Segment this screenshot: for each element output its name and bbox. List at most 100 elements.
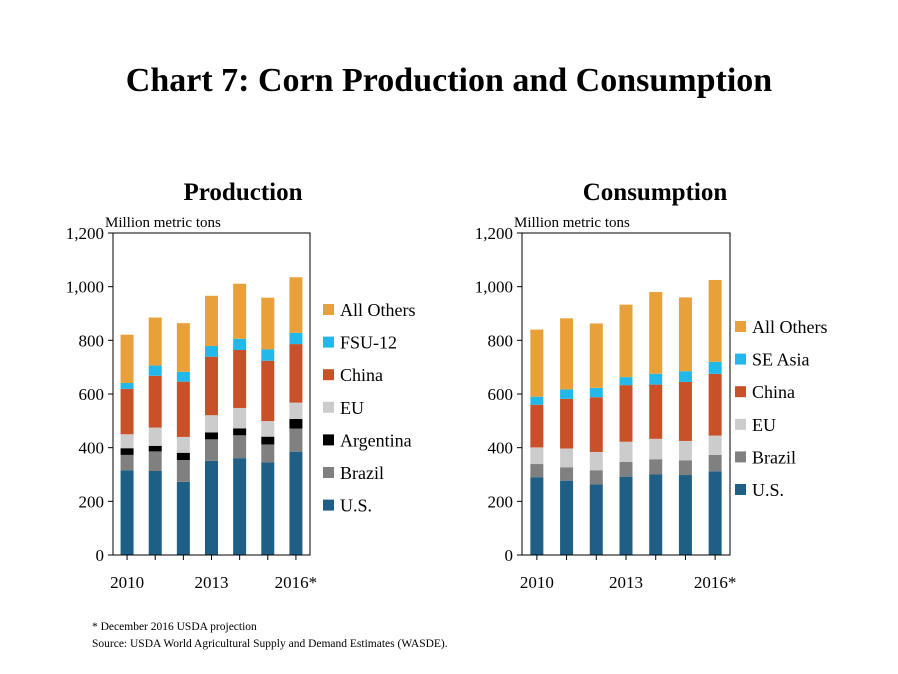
production-bar-segment <box>289 277 303 333</box>
production-legend-label: China <box>340 365 383 385</box>
consumption-bar-segment <box>560 398 574 449</box>
production-legend-label: Argentina <box>340 430 412 450</box>
consumption-bar-segment <box>649 292 663 374</box>
consumption-bar-segment <box>530 404 544 448</box>
consumption-legend-swatch <box>735 451 746 463</box>
production-bar-segment <box>120 334 134 383</box>
consumption-y-tick-label: 0 <box>505 546 514 565</box>
consumption-y-tick-label: 800 <box>488 331 514 350</box>
production-bar-segment <box>148 375 162 428</box>
production-legend-swatch <box>323 369 334 381</box>
production-bar-segment <box>289 428 303 452</box>
production-bar-segment <box>289 344 303 403</box>
production-chart-title: Production <box>184 179 303 206</box>
consumption-bar-segment <box>678 297 692 372</box>
production-bar-segment <box>233 349 247 408</box>
consumption-legend-swatch <box>735 386 746 398</box>
consumption-bar-segment <box>619 304 633 378</box>
consumption-bar-segment <box>678 381 692 441</box>
production-legend-swatch <box>323 336 334 348</box>
production-bar-segment <box>176 460 190 482</box>
consumption-bar-segment <box>708 373 722 436</box>
production-y-tick-label: 1,200 <box>66 224 104 243</box>
consumption-bar-segment <box>678 371 692 382</box>
production-bar-segment <box>233 435 247 459</box>
consumption-x-tick-label: 2016* <box>694 573 737 592</box>
consumption-legend-label: China <box>752 382 795 402</box>
production-bar-segment <box>176 381 190 437</box>
production-y-tick-label: 600 <box>79 385 105 404</box>
production-bar-segment <box>120 454 134 471</box>
consumption-bar-segment <box>530 329 544 397</box>
consumption-y-tick-label: 400 <box>488 439 514 458</box>
production-legend-label: Brazil <box>340 463 384 483</box>
consumption-bar-segment <box>589 470 603 485</box>
production-legend-label: FSU-12 <box>340 333 397 353</box>
production-bar-segment <box>261 297 275 350</box>
production-legend-swatch <box>323 401 334 413</box>
consumption-unit-label: Million metric tons <box>514 215 630 231</box>
production-bar-segment <box>176 452 190 461</box>
production-bar-segment <box>261 462 275 555</box>
production-y-tick-label: 800 <box>79 331 105 350</box>
production-bar-segment <box>176 436 190 453</box>
production-legend-label: EU <box>340 398 364 418</box>
consumption-bar-segment <box>649 438 663 460</box>
consumption-legend-label: U.S. <box>752 480 784 500</box>
production-bar-segment <box>261 349 275 361</box>
consumption-bar-segment <box>649 459 663 475</box>
consumption-bar-segment <box>560 480 574 555</box>
production-bar-segment <box>120 434 134 449</box>
consumption-y-tick-label: 1,200 <box>475 224 513 243</box>
production-bar-segment <box>148 445 162 452</box>
production-bar-segment <box>120 382 134 389</box>
production-bar-segment <box>120 448 134 455</box>
consumption-legend-label: Brazil <box>752 447 796 467</box>
consumption-bar-segment <box>560 448 574 468</box>
footnote-projection: * December 2016 USDA projection <box>92 621 257 633</box>
consumption-y-tick-label: 1,000 <box>475 278 513 297</box>
consumption-bar-segment <box>619 476 633 555</box>
consumption-bar-segment <box>530 396 544 405</box>
consumption-legend-swatch <box>735 484 746 495</box>
consumption-bar-segment <box>530 477 544 555</box>
consumption-plot-frame <box>521 232 731 556</box>
production-bar-segment <box>176 371 190 382</box>
production-bar-segment <box>289 332 303 345</box>
consumption-bar-segment <box>560 318 574 390</box>
consumption-legend-swatch <box>735 321 746 332</box>
consumption-bar-segment <box>589 387 603 398</box>
consumption-legend-swatch <box>735 418 746 430</box>
production-bar-segment <box>205 439 218 461</box>
consumption-x-tick-label: 2010 <box>520 573 554 592</box>
production-bar-segment <box>261 421 275 437</box>
consumption-bar-segment <box>708 361 722 374</box>
consumption-bar-segment <box>560 389 574 399</box>
production-y-tick-label: 200 <box>79 492 105 511</box>
production-legend-swatch <box>323 467 334 478</box>
production-bar-segment <box>148 451 162 472</box>
consumption-bar-segment <box>708 454 722 472</box>
production-bar-segment <box>289 451 303 555</box>
consumption-bar-segment <box>589 484 603 555</box>
production-bar-segment <box>233 338 247 350</box>
production-bar-segment <box>148 471 162 555</box>
consumption-bar-segment <box>530 447 544 465</box>
consumption-bar-segment <box>619 377 633 386</box>
production-legend-swatch <box>323 434 334 446</box>
consumption-bar-segment <box>708 435 722 455</box>
production-bar-segment <box>261 444 275 463</box>
consumption-bar-segment <box>678 475 692 555</box>
footnote-source: Source: USDA World Agricultural Supply a… <box>92 638 448 650</box>
consumption-y-tick-label: 600 <box>488 385 514 404</box>
production-legend-label: All Others <box>340 300 416 320</box>
consumption-bar-segment <box>619 385 633 442</box>
consumption-bar-segment <box>530 464 544 478</box>
consumption-legend-label: EU <box>752 415 776 435</box>
consumption-bar-segment <box>678 460 692 476</box>
production-bar-segment <box>261 360 275 422</box>
consumption-bar-segment <box>708 279 722 362</box>
consumption-bar-segment <box>708 471 722 555</box>
page-title: Chart 7: Corn Production and Consumption <box>125 62 773 99</box>
production-bar-segment <box>289 418 303 429</box>
